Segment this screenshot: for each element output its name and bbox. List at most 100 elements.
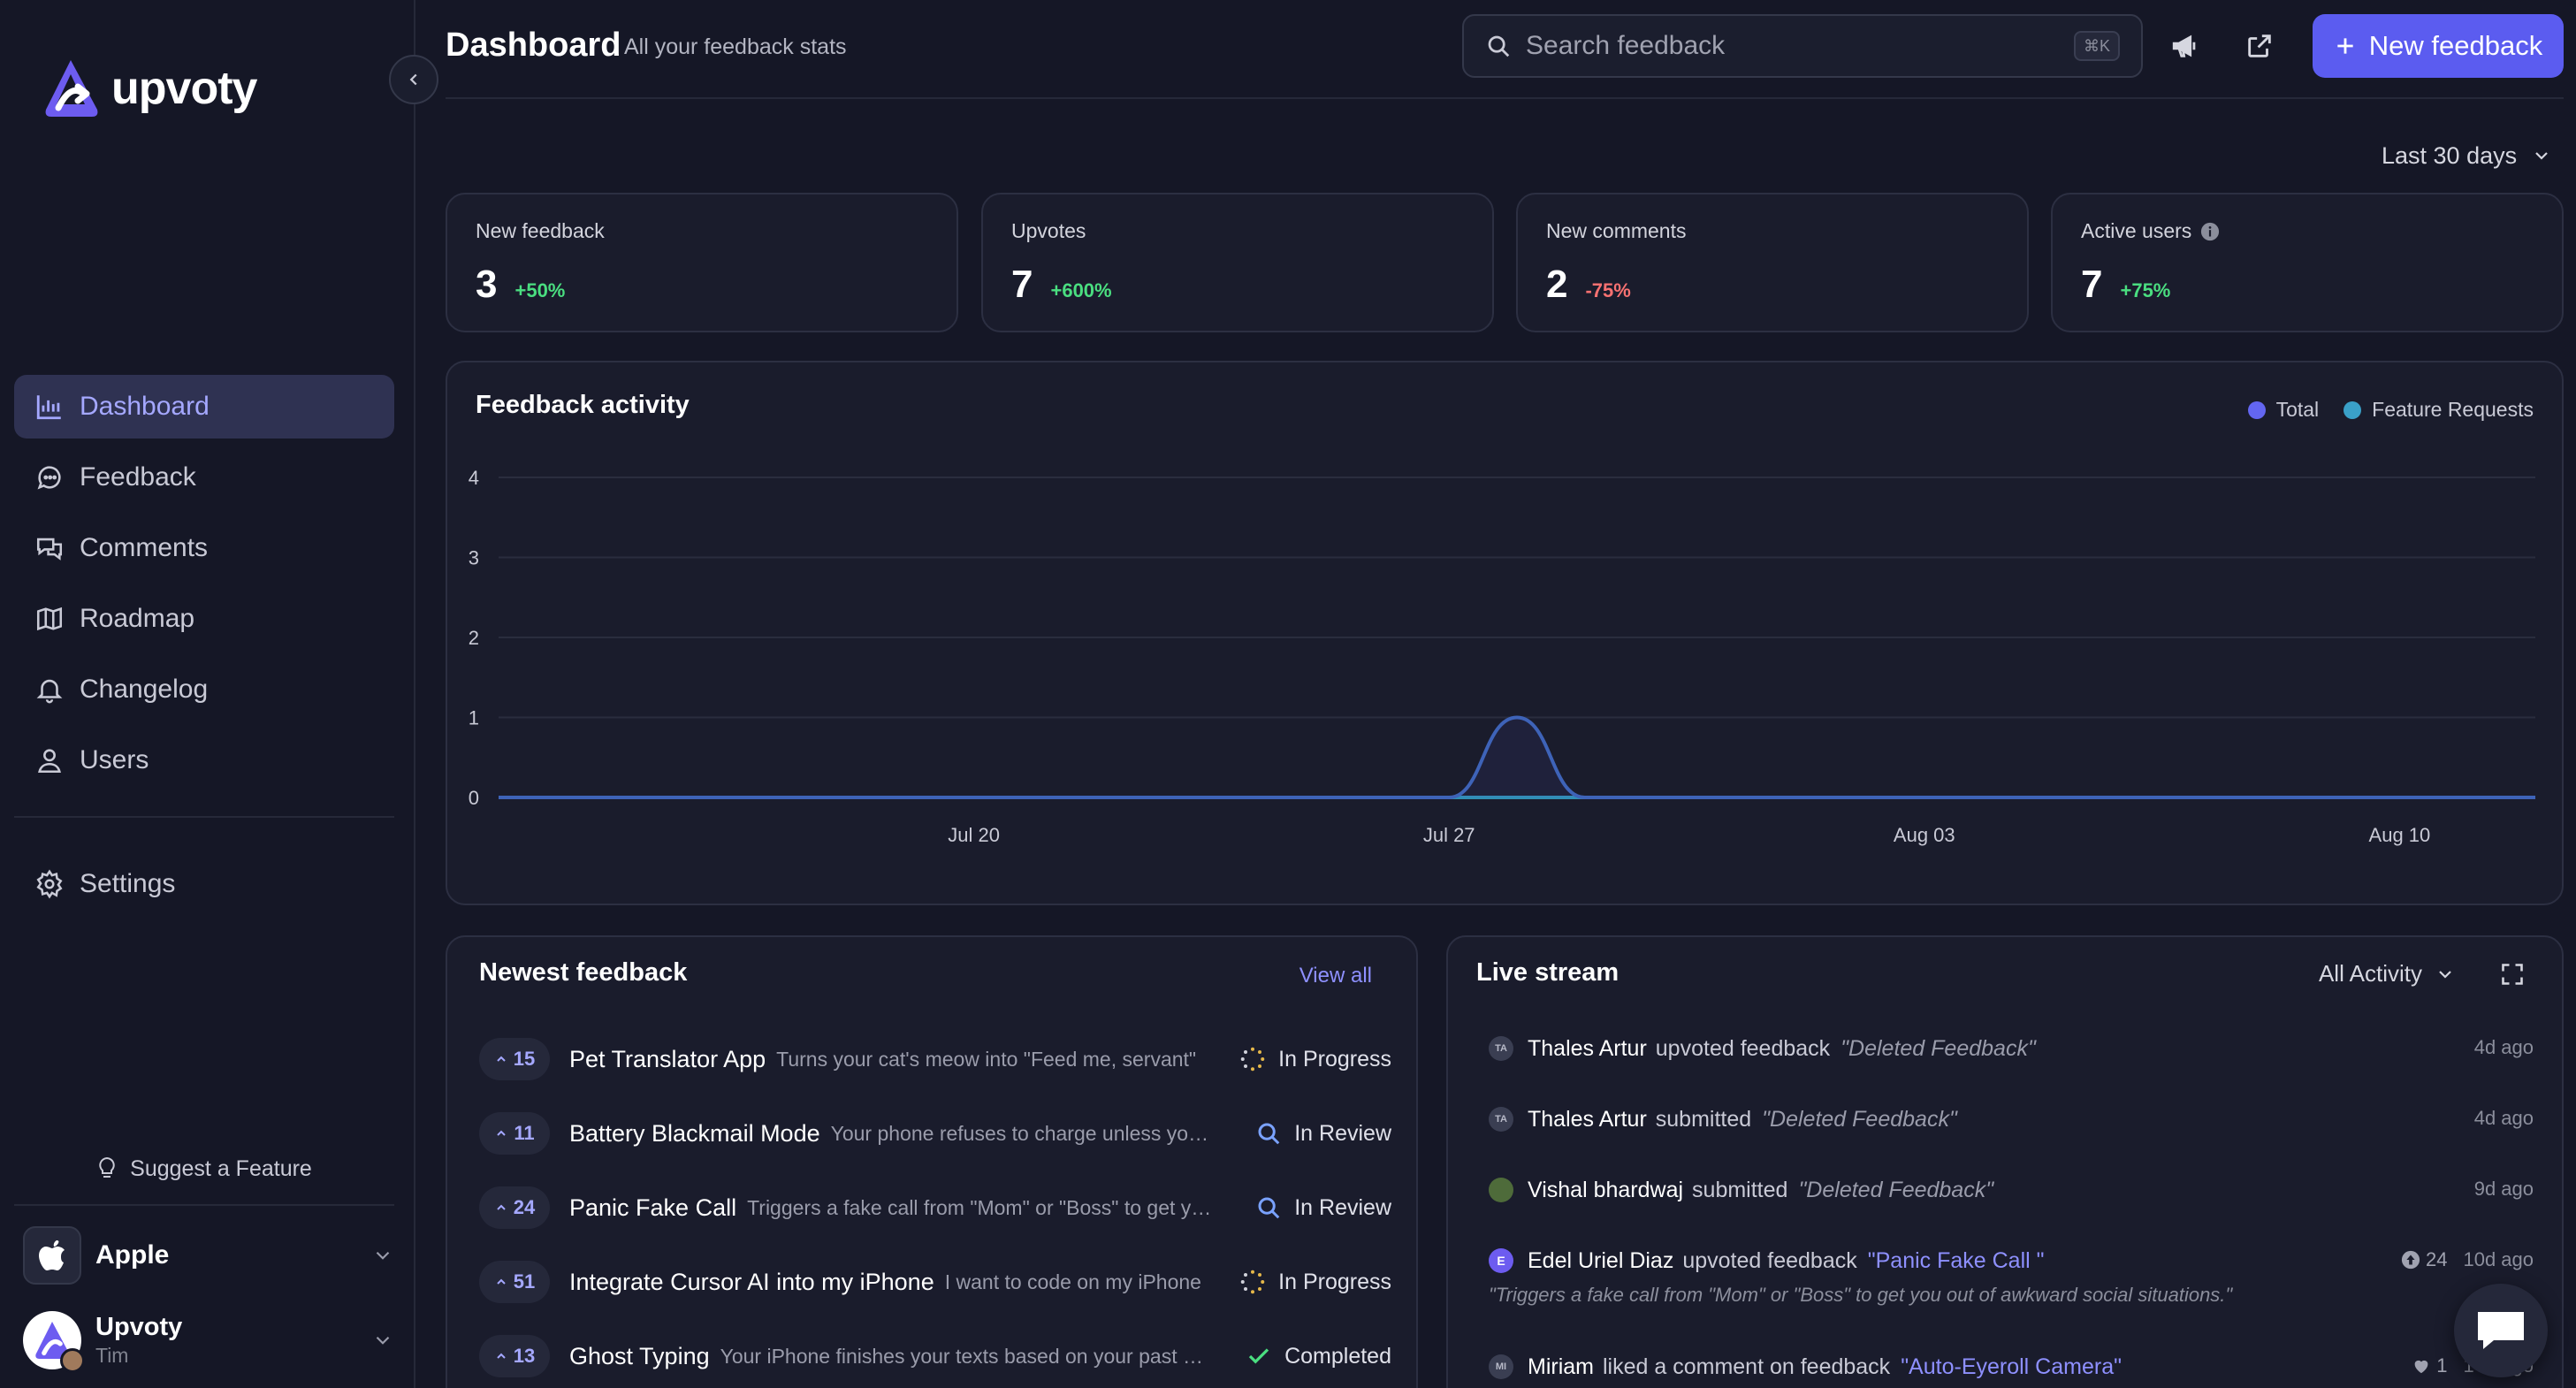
collapse-sidebar-button[interactable] bbox=[389, 55, 438, 104]
activity-meta: 4d ago bbox=[2474, 1036, 2534, 1059]
new-feedback-button[interactable]: New feedback bbox=[2313, 14, 2564, 78]
stat-value: 7 bbox=[1011, 263, 1033, 306]
upvote-icon bbox=[2401, 1250, 2420, 1270]
sidebar-item-label: Roadmap bbox=[80, 604, 195, 633]
feedback-row[interactable]: 24 Panic Fake Call Triggers a fake call fr… bbox=[479, 1171, 1391, 1245]
feedback-status: In Progress bbox=[1218, 1046, 1391, 1072]
sidebar-item-feedback[interactable]: Feedback bbox=[14, 446, 394, 509]
chat-widget-button[interactable] bbox=[2454, 1284, 2548, 1377]
feedback-row[interactable]: 15 Pet Translator App Turns your cat's meo… bbox=[479, 1022, 1391, 1096]
expand-icon[interactable] bbox=[2500, 962, 2525, 991]
series-area-total bbox=[499, 717, 2535, 797]
upvote-button[interactable]: 13 bbox=[479, 1335, 550, 1377]
activity-user-name[interactable]: Vishal bhardwaj bbox=[1528, 1177, 1684, 1202]
date-range-dropdown[interactable]: Last 30 days bbox=[2382, 138, 2552, 173]
feedback-activity-chart: 0 1 2 3 4 Jul 20 Jul 27 Aug 03 Aug 10 bbox=[469, 467, 2535, 846]
chat-icon bbox=[2474, 1308, 2527, 1353]
upvote-button[interactable]: 11 bbox=[479, 1112, 550, 1155]
apple-logo-icon bbox=[23, 1226, 81, 1285]
sidebar-item-settings[interactable]: Settings bbox=[14, 852, 394, 916]
activity-user-name[interactable]: Thales Artur bbox=[1528, 1035, 1647, 1061]
user-subname: Tim bbox=[95, 1344, 129, 1367]
activity-target[interactable]: "Auto-Eyeroll Camera" bbox=[1901, 1354, 2122, 1379]
activity-user-name[interactable]: Thales Artur bbox=[1528, 1106, 1647, 1132]
vote-count: 11 bbox=[514, 1122, 535, 1144]
stat-label: New feedback bbox=[476, 219, 605, 242]
sidebar-item-users[interactable]: Users bbox=[14, 728, 394, 792]
x-tick-label: Aug 10 bbox=[2369, 824, 2431, 846]
activity-row[interactable]: MI Miriam liked a comment on feedback "Auto… bbox=[1489, 1347, 2534, 1388]
feedback-list: 15 Pet Translator App Turns your cat's meo… bbox=[479, 1022, 1391, 1388]
progress-icon bbox=[1239, 1046, 1266, 1072]
sidebar-item-label: Comments bbox=[80, 533, 209, 562]
activity-time: 10d ago bbox=[2463, 1248, 2534, 1270]
user-menu[interactable]: Upvoty Tim bbox=[23, 1308, 394, 1373]
activity-target: "Deleted Feedback" bbox=[1798, 1177, 1994, 1202]
chevron-down-icon bbox=[371, 1244, 394, 1267]
live-stream-card: Live stream All Activity TA Thales Artur u… bbox=[1446, 935, 2564, 1388]
activity-user-name[interactable]: Miriam bbox=[1528, 1354, 1594, 1379]
legend-item-feature-requests[interactable]: Feature Requests bbox=[2344, 398, 2534, 422]
activity-user-name[interactable]: Edel Uriel Diaz bbox=[1528, 1247, 1674, 1273]
stat-delta: -75% bbox=[1585, 279, 1631, 301]
feedback-title[interactable]: Battery Blackmail Mode bbox=[569, 1119, 820, 1147]
suggest-feature-label: Suggest a Feature bbox=[130, 1155, 312, 1181]
sidebar-item-comments[interactable]: Comments bbox=[14, 516, 394, 580]
status-label: In Progress bbox=[1278, 1269, 1391, 1294]
activity-filter-label: All Activity bbox=[2318, 960, 2422, 987]
search-icon bbox=[1485, 33, 1512, 59]
activity-target[interactable]: "Panic Fake Call " bbox=[1867, 1247, 2045, 1273]
suggest-feature-link[interactable]: Suggest a Feature bbox=[14, 1151, 394, 1186]
chevron-down-icon bbox=[2435, 964, 2456, 985]
new-feedback-label: New feedback bbox=[2368, 30, 2543, 61]
date-range-label: Last 30 days bbox=[2382, 141, 2518, 169]
avatar: TA bbox=[1489, 1107, 1513, 1132]
announcement-button[interactable] bbox=[2166, 27, 2205, 65]
feedback-row[interactable]: 11 Battery Blackmail Mode Your phone refus… bbox=[479, 1096, 1391, 1171]
search-bar[interactable]: ⌘K bbox=[1462, 14, 2143, 78]
feedback-title[interactable]: Integrate Cursor AI into my iPhone bbox=[569, 1268, 934, 1295]
stat-delta: +50% bbox=[514, 279, 566, 301]
activity-action: upvoted feedback bbox=[1682, 1247, 1857, 1273]
activity-row[interactable]: E Edel Uriel Diaz upvoted feedback "Panic F… bbox=[1489, 1241, 2534, 1347]
open-external-button[interactable] bbox=[2240, 27, 2279, 65]
message-icon bbox=[34, 461, 65, 493]
info-icon[interactable] bbox=[2200, 222, 2220, 241]
sidebar-item-dashboard[interactable]: Dashboard bbox=[14, 375, 394, 439]
sidebar-divider bbox=[14, 1204, 394, 1206]
activity-count: 1 bbox=[2412, 1354, 2447, 1377]
activity-row[interactable]: Vishal bhardwaj submitted "Deleted Feedbac… bbox=[1489, 1171, 2534, 1241]
search-input[interactable] bbox=[1526, 31, 2074, 61]
sidebar-item-changelog[interactable]: Changelog bbox=[14, 658, 394, 721]
activity-row[interactable]: TA Thales Artur upvoted feedback "Deleted F… bbox=[1489, 1029, 2534, 1100]
upvote-button[interactable]: 24 bbox=[479, 1186, 550, 1229]
brand-logo[interactable]: upvoty bbox=[37, 55, 257, 122]
upvote-button[interactable]: 51 bbox=[479, 1261, 550, 1303]
feedback-row[interactable]: 51 Integrate Cursor AI into my iPhone I wa… bbox=[479, 1245, 1391, 1319]
workspace-switcher[interactable]: Apple bbox=[23, 1224, 394, 1287]
external-link-icon bbox=[2244, 31, 2275, 61]
sidebar-item-roadmap[interactable]: Roadmap bbox=[14, 587, 394, 651]
search-shortcut-badge: ⌘K bbox=[2074, 31, 2120, 61]
feedback-title[interactable]: Pet Translator App bbox=[569, 1045, 766, 1072]
plus-icon bbox=[2334, 34, 2357, 57]
live-stream-list: TA Thales Artur upvoted feedback "Deleted F… bbox=[1489, 1029, 2534, 1388]
activity-quote: "Triggers a fake call from "Mom" or "Bos… bbox=[1489, 1284, 2233, 1306]
count-value: 1 bbox=[2436, 1354, 2448, 1377]
y-tick-label: 3 bbox=[469, 547, 479, 569]
feedback-row[interactable]: 13 Ghost Typing Your iPhone finishes your … bbox=[479, 1319, 1391, 1388]
view-all-link[interactable]: View all bbox=[1299, 964, 1372, 988]
upvoty-logo-icon bbox=[37, 55, 104, 122]
stat-delta: +600% bbox=[1050, 279, 1112, 301]
x-tick-label: Aug 03 bbox=[1894, 824, 1955, 846]
feedback-title[interactable]: Panic Fake Call bbox=[569, 1194, 737, 1221]
legend-item-total[interactable]: Total bbox=[2247, 398, 2319, 422]
feedback-title[interactable]: Ghost Typing bbox=[569, 1342, 710, 1369]
upvote-button[interactable]: 15 bbox=[479, 1038, 550, 1080]
activity-row[interactable]: TA Thales Artur submitted "Deleted Feedback… bbox=[1489, 1100, 2534, 1171]
activity-filter-dropdown[interactable]: All Activity bbox=[2319, 960, 2456, 988]
activity-action: upvoted feedback bbox=[1655, 1035, 1831, 1061]
stat-card-new-feedback: New feedback 3 +50% bbox=[446, 193, 958, 332]
avatar bbox=[23, 1311, 85, 1373]
chevron-left-icon bbox=[404, 70, 423, 89]
